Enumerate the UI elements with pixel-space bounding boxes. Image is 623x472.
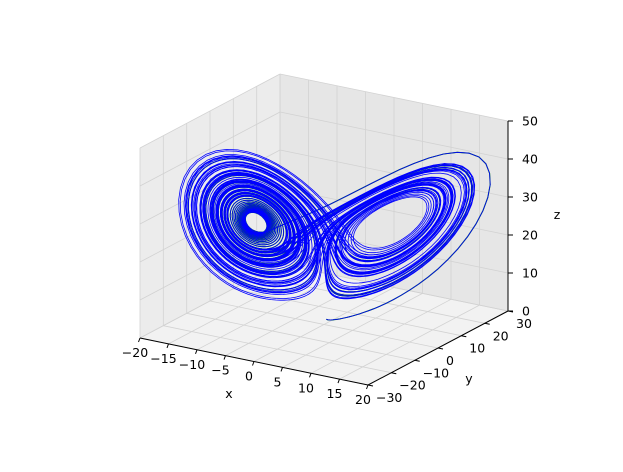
y-tick-mark	[437, 347, 444, 350]
z-tick-label: 40	[522, 152, 538, 167]
y-tick-mark	[414, 359, 420, 362]
x-tick-label: −5	[211, 363, 229, 378]
y-tick-label: 30	[516, 316, 532, 331]
y-tick-mark	[367, 384, 374, 387]
y-axis-label: y	[465, 371, 473, 386]
y-grid-line-floor	[233, 288, 462, 337]
axes-lines	[138, 120, 514, 390]
y-grid-line-floor	[186, 312, 415, 361]
z-tick-label: 0	[522, 304, 530, 319]
y-tick-mark	[461, 335, 467, 338]
x-tick-label: 10	[298, 380, 314, 395]
y-tick-label: −10	[423, 365, 449, 380]
z-grid-line-left	[139, 73, 281, 149]
y-tick-labels: −30−20−100 10 20 30	[376, 316, 532, 405]
x-axis-label: x	[225, 386, 232, 401]
z-tick-label: 10	[522, 266, 538, 281]
z-axis-label: z	[554, 207, 561, 222]
z-grid-line-left	[139, 263, 281, 339]
z-tick-label: 30	[522, 190, 538, 205]
x-tick-mark	[166, 343, 169, 349]
z-grid-line-left	[139, 111, 281, 187]
x-tick-mark	[309, 373, 312, 378]
series-line-2	[178, 148, 491, 321]
z-tick-label: 50	[522, 114, 538, 129]
series-layer	[178, 148, 491, 321]
x-tick-label: −15	[150, 351, 176, 366]
x-tick-label: −20	[122, 345, 148, 360]
x-tick-mark	[195, 349, 198, 354]
x-tick-mark	[223, 355, 226, 360]
y-tick-label: 20	[493, 328, 509, 343]
x-tick-mark	[280, 367, 283, 372]
x-tick-label: 0	[245, 369, 253, 384]
x-tick-label: 20	[355, 392, 371, 407]
x-tick-label: 15	[327, 386, 343, 401]
y-tick-label: 10	[469, 341, 485, 356]
y-tick-label: −30	[376, 390, 402, 405]
z-grid-line-back	[279, 263, 509, 312]
z-grid-line-back	[279, 73, 509, 122]
x-tick-label: −10	[179, 357, 205, 372]
y-tick-mark	[484, 322, 490, 325]
y-grid-line-floor	[163, 325, 392, 374]
z-grid-line-back	[279, 149, 509, 198]
x-tick-label: 5	[274, 374, 282, 389]
y-tick-label: −20	[399, 378, 425, 393]
x-tick-mark	[138, 337, 141, 343]
y-tick-mark	[391, 372, 397, 375]
x-tick-mark	[366, 384, 369, 390]
z-tick-label: 20	[522, 228, 538, 243]
z-tick-labels: 0 10 20 30 40 50	[522, 114, 538, 319]
x-tick-labels: −20 −15 −10 −5 0 5 10 15 20	[122, 345, 371, 407]
z-grid-line-back	[279, 187, 509, 236]
y-grid-line-floor	[209, 300, 439, 349]
x-tick-mark	[252, 361, 255, 366]
x-tick-mark	[337, 378, 340, 384]
y-tick-label: 0	[446, 353, 454, 368]
z-grid-line-back	[279, 111, 509, 160]
